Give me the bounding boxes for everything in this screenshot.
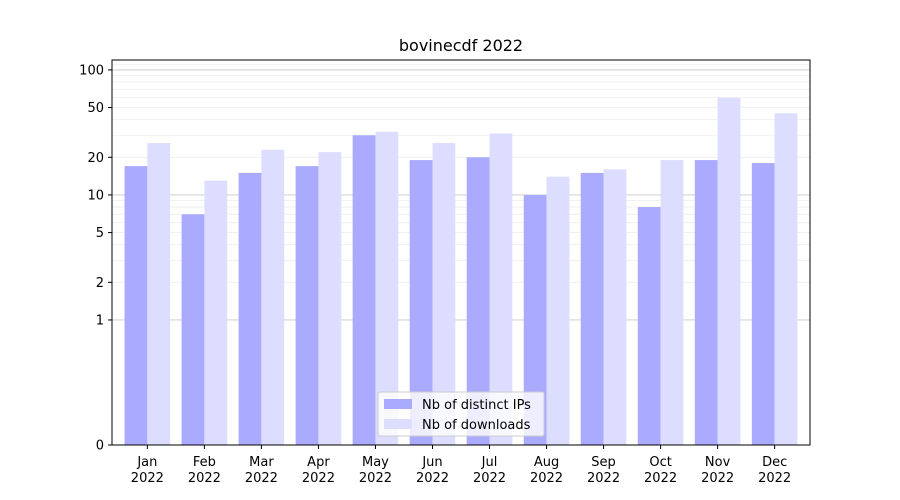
bar-downloads-sep — [603, 169, 627, 445]
y-tick-label: 2 — [96, 276, 104, 291]
bars-layer — [124, 97, 798, 446]
legend-box — [377, 391, 545, 437]
x-tick-label-year: 2022 — [587, 471, 620, 486]
x-tick-label-month: Jul — [481, 455, 498, 470]
legend-swatch-ips — [384, 399, 412, 409]
x-tick-label-month: Mar — [249, 455, 274, 470]
legend-swatch-downloads — [384, 419, 412, 429]
bar-distinct-ips-feb — [181, 214, 205, 445]
bar-distinct-ips-may — [352, 135, 376, 445]
bar-downloads-nov — [717, 97, 741, 445]
x-tick-label-month: Dec — [762, 455, 787, 470]
x-tick-label-year: 2022 — [359, 471, 392, 486]
x-tick-label-year: 2022 — [473, 471, 506, 486]
bar-downloads-apr — [318, 152, 342, 445]
y-tick-label: 0 — [96, 439, 104, 454]
x-tick-label-year: 2022 — [701, 471, 734, 486]
x-tick-label-month: Jun — [421, 455, 442, 470]
bar-distinct-ips-nov — [694, 160, 718, 445]
x-tick-label-year: 2022 — [188, 471, 221, 486]
bar-downloads-may — [375, 131, 399, 445]
x-tick-label-year: 2022 — [131, 471, 164, 486]
bar-downloads-mar — [261, 149, 285, 446]
bar-distinct-ips-jun — [409, 160, 433, 445]
legend-label-downloads: Nb of downloads — [422, 418, 531, 433]
x-tick-label-month: May — [362, 455, 389, 470]
x-tick-label-month: Apr — [307, 455, 330, 470]
bar-downloads-aug — [546, 176, 570, 445]
bar-distinct-ips-mar — [238, 172, 262, 445]
x-tick-label-year: 2022 — [302, 471, 335, 486]
bar-downloads-feb — [204, 180, 228, 445]
x-tick-label-month: Jan — [136, 455, 157, 470]
bar-downloads-jan — [147, 143, 171, 445]
y-tick-label: 50 — [87, 101, 104, 116]
bar-distinct-ips-apr — [295, 166, 319, 445]
bar-downloads-oct — [660, 160, 684, 445]
bar-distinct-ips-jan — [124, 166, 148, 445]
y-tick-label: 10 — [87, 188, 104, 203]
bar-downloads-dec — [774, 113, 798, 445]
bar-distinct-ips-dec — [751, 163, 775, 445]
x-tick-label-year: 2022 — [758, 471, 791, 486]
y-tick-label: 100 — [79, 63, 104, 78]
y-tick-label: 1 — [96, 313, 104, 328]
grid-layer — [112, 64, 810, 321]
x-tick-label-year: 2022 — [530, 471, 563, 486]
y-tick-label: 5 — [96, 226, 104, 241]
legend: Nb of distinct IPs Nb of downloads — [377, 391, 545, 437]
legend-label-ips: Nb of distinct IPs — [422, 398, 531, 413]
plot-frame — [111, 59, 811, 446]
chart-title: bovinecdf 2022 — [399, 36, 523, 55]
bar-downloads-jul — [489, 133, 513, 445]
x-tick-label-month: Feb — [193, 455, 216, 470]
bar-distinct-ips-jul — [466, 157, 490, 445]
bar-distinct-ips-aug — [523, 194, 547, 445]
x-tick-label-month: Aug — [534, 455, 559, 470]
x-axis: Jan2022Feb2022Mar2022Apr2022May2022Jun20… — [131, 445, 791, 486]
x-tick-label-month: Sep — [591, 455, 616, 470]
bar-distinct-ips-sep — [580, 172, 604, 445]
x-tick-label-year: 2022 — [245, 471, 278, 486]
x-tick-label-month: Oct — [649, 455, 671, 470]
bar-distinct-ips-oct — [637, 207, 661, 445]
x-tick-label-year: 2022 — [644, 471, 677, 486]
y-axis: 0 1 2 5 10 20 50 100 — [79, 63, 112, 454]
y-tick-label: 20 — [87, 151, 104, 166]
bar-downloads-jun — [432, 143, 456, 445]
x-tick-label-month: Nov — [705, 455, 731, 470]
x-tick-label-year: 2022 — [416, 471, 449, 486]
